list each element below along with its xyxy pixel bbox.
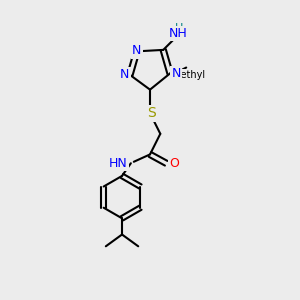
Text: HN: HN — [109, 157, 128, 170]
Text: S: S — [147, 106, 156, 120]
Text: H: H — [175, 23, 184, 33]
Text: methyl: methyl — [171, 70, 205, 80]
Text: NH: NH — [169, 27, 187, 40]
Text: O: O — [170, 157, 180, 170]
Text: N: N — [120, 68, 129, 81]
Text: N: N — [132, 44, 141, 57]
Text: N: N — [172, 67, 181, 80]
